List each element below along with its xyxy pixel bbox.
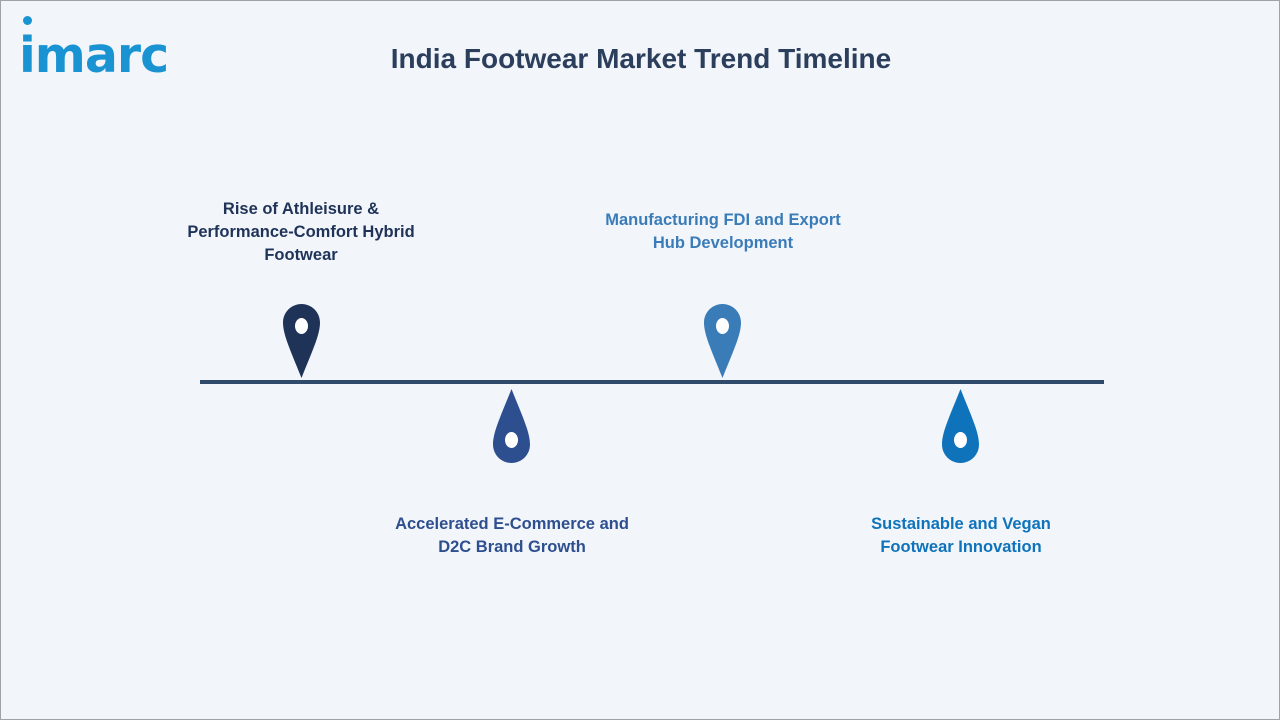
timeline-event-label: Rise of Athleisure & Performance-Comfort… xyxy=(187,200,415,264)
logo-dot xyxy=(23,16,32,25)
imarc-logo: imarc xyxy=(19,27,169,84)
map-pin-icon xyxy=(283,304,320,378)
page-title: India Footwear Market Trend Timeline xyxy=(390,43,892,74)
map-pin-icon xyxy=(942,389,979,463)
timeline-event-label: Manufacturing FDI and Export Hub Develop… xyxy=(605,211,841,252)
map-pin-icon xyxy=(493,389,530,463)
timeline-line xyxy=(200,380,1104,384)
timeline-event-label: Accelerated E-Commerce and D2C Brand Gro… xyxy=(395,515,629,556)
map-pin-icon xyxy=(704,304,741,378)
timeline-event-label: Sustainable and Vegan Footwear Innovatio… xyxy=(871,515,1051,556)
